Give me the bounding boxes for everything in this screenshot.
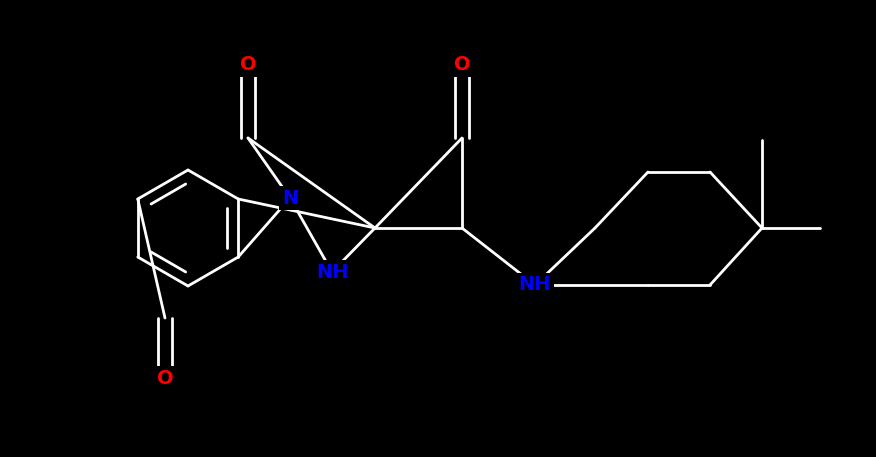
Text: O: O: [454, 55, 470, 74]
Text: O: O: [240, 55, 257, 74]
Text: O: O: [157, 368, 173, 388]
Text: NH: NH: [315, 262, 349, 282]
Text: N: N: [282, 188, 298, 207]
Text: NH: NH: [519, 276, 551, 294]
